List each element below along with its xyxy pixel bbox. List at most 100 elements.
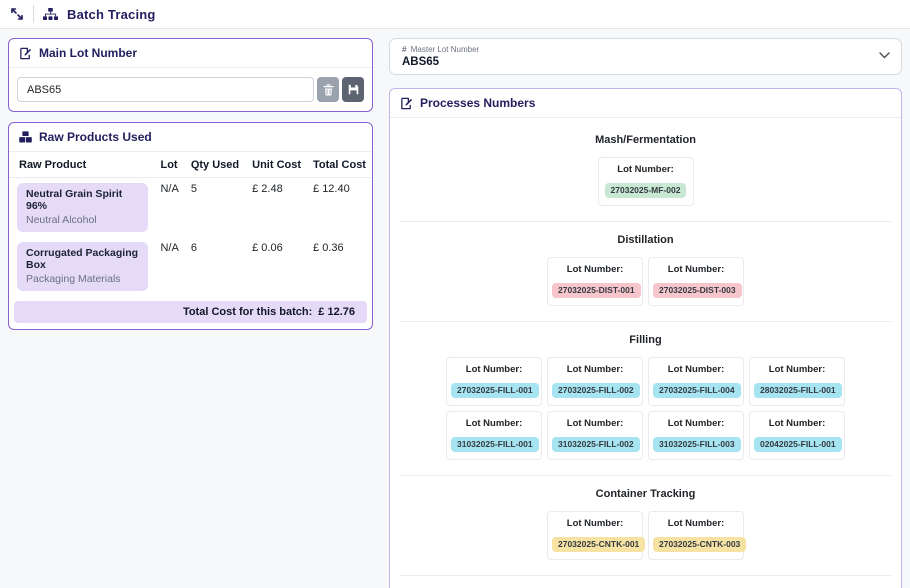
lot-box: Lot Number: 27032025-FILL-004	[648, 357, 744, 406]
lot-number-label: Lot Number:	[667, 418, 725, 429]
section-divider	[400, 575, 891, 576]
lot-box: Lot Number: 27032025-CNTK-003	[648, 511, 747, 560]
sitemap-icon	[43, 7, 58, 21]
cell-unit_cost: £ 2.48	[252, 183, 283, 195]
lot-chip: 27032025-DIST-003	[653, 283, 742, 298]
process-section-container-tracking: Container Tracking Lot Number: 27032025-CN…	[390, 476, 901, 575]
lot-number-label: Lot Number:	[768, 418, 826, 429]
lot-box: Lot Number: 31032025-FILL-001	[446, 411, 542, 460]
diagonal-arrows-icon[interactable]	[10, 7, 24, 21]
lot-number-label: Lot Number:	[566, 518, 624, 529]
lot-box: Lot Number: 31032025-FILL-002	[547, 411, 643, 460]
process-sections: Mash/Fermentation Lot Number: 27032025-MF-…	[390, 118, 901, 588]
lot-chip: 27032025-FILL-004	[653, 383, 741, 398]
cell-total_cost: £ 12.40	[313, 183, 350, 195]
lot-box: Lot Number: 27032025-CNTK-001	[547, 511, 646, 560]
save-lot-button[interactable]	[342, 77, 364, 102]
processes-title: Processes Numbers	[420, 96, 536, 110]
save-icon	[348, 84, 358, 95]
boxes-stacked-icon	[19, 131, 32, 143]
lot-chip: 02042025-FILL-001	[754, 437, 842, 452]
cell-unit_cost: £ 0.06	[252, 242, 283, 254]
section-divider	[400, 221, 891, 222]
lot-number-label: Lot Number:	[667, 264, 725, 275]
lot-chip: 31032025-FILL-003	[653, 437, 741, 452]
lot-chip: 31032025-FILL-001	[451, 437, 539, 452]
product-name: Corrugated Packaging Box	[26, 247, 139, 271]
raw-products-title: Raw Products Used	[39, 130, 152, 144]
cell-total_cost: £ 0.36	[313, 242, 344, 254]
processes-card: Processes Numbers Mash/Fermentation Lot N…	[389, 88, 902, 588]
cell-lot: N/A	[160, 242, 179, 254]
lot-box: Lot Number: 27032025-FILL-001	[446, 357, 542, 406]
lot-number-label: Lot Number:	[566, 364, 624, 375]
section-title: Distillation	[617, 234, 674, 246]
table-row: Neutral Grain Spirit 96% Neutral Alcohol N…	[9, 178, 372, 238]
column-header: Unit Cost	[246, 152, 308, 178]
lot-number-label: Lot Number:	[465, 364, 523, 375]
cell-qty: 5	[190, 183, 197, 195]
file-pen-icon	[401, 97, 413, 109]
delete-lot-button[interactable]	[317, 77, 339, 102]
lot-number-label: Lot Number:	[465, 418, 523, 429]
column-header: Lot	[154, 152, 185, 178]
column-header: Qty Used	[184, 152, 247, 178]
trash-icon	[323, 83, 333, 96]
lot-chip: 27032025-DIST-001	[552, 283, 641, 298]
chevron-down-icon	[879, 52, 890, 59]
product-chip: Neutral Grain Spirit 96% Neutral Alcohol	[17, 183, 149, 232]
product-name: Neutral Grain Spirit 96%	[26, 188, 123, 212]
main-lot-card: Main Lot Number	[8, 38, 373, 112]
topbar-divider	[33, 5, 34, 23]
lot-number-label: Lot Number:	[566, 418, 624, 429]
batch-total-label: Total Cost for this batch:	[182, 306, 313, 318]
cell-qty: 6	[190, 242, 197, 254]
batch-total-value: £ 12.76	[318, 306, 355, 318]
cell-lot: N/A	[160, 183, 179, 195]
product-category: Packaging Materials	[26, 273, 121, 285]
lot-chip: 31032025-FILL-002	[552, 437, 640, 452]
process-section-mash-fermentation: Mash/Fermentation Lot Number: 27032025-MF-…	[390, 122, 901, 221]
section-divider	[400, 475, 891, 476]
main-lot-title: Main Lot Number	[39, 46, 137, 60]
master-lot-select[interactable]: # Master Lot Number ABS65	[389, 38, 902, 75]
raw-products-table: Raw Product Lot Qty Used Unit Cost Total Cos…	[9, 152, 372, 296]
process-section-distillation: Distillation Lot Number: 27032025-DIST-001…	[390, 222, 901, 321]
lot-chip: 27032025-CNTK-003	[653, 537, 747, 552]
product-chip: Corrugated Packaging Box Packaging Materi…	[17, 242, 149, 291]
product-category: Neutral Alcohol	[26, 214, 97, 226]
lot-chip: 27032025-CNTK-001	[552, 537, 646, 552]
section-divider	[400, 321, 891, 322]
lot-chip: 27032025-FILL-001	[451, 383, 539, 398]
process-section-filling: Filling Lot Number: 27032025-FILL-001 Lot N…	[390, 322, 901, 475]
raw-products-card: Raw Products Used Raw Product Lot Qty Used…	[8, 122, 373, 330]
raw-products-body: Neutral Grain Spirit 96% Neutral Alcohol N…	[9, 178, 372, 297]
lot-number-label: Lot Number:	[667, 518, 725, 529]
column-header: Total Cost	[307, 152, 372, 178]
section-title: Filling	[629, 334, 662, 346]
page-title: Batch Tracing	[67, 6, 156, 22]
file-pen-icon	[20, 47, 32, 59]
column-header: Raw Product	[9, 152, 155, 178]
section-title: Mash/Fermentation	[595, 134, 696, 146]
lot-number-label: Lot Number:	[566, 264, 624, 275]
main-lot-input[interactable]	[17, 77, 314, 102]
lot-box: Lot Number: 27032025-MF-002	[597, 157, 694, 206]
section-title: Container Tracking	[595, 488, 696, 500]
lot-box: Lot Number: 27032025-FILL-002	[547, 357, 643, 406]
lot-number-label: Lot Number:	[768, 364, 826, 375]
batch-total-band: Total Cost for this batch: £ 12.76	[14, 301, 367, 323]
lot-number-label: Lot Number:	[667, 364, 725, 375]
lot-box: Lot Number: 31032025-FILL-003	[648, 411, 744, 460]
lot-box: Lot Number: 27032025-DIST-003	[648, 257, 744, 306]
master-lot-value: ABS65	[402, 56, 440, 68]
raw-products-header-row: Raw Product Lot Qty Used Unit Cost Total Cos…	[9, 152, 372, 178]
lot-chip: 27032025-FILL-002	[552, 383, 640, 398]
lot-number-label: Lot Number:	[617, 164, 674, 175]
lot-box: Lot Number: 02042025-FILL-001	[749, 411, 845, 460]
lot-chip: 28032025-FILL-001	[754, 383, 842, 398]
table-row: Corrugated Packaging Box Packaging Materi…	[9, 237, 372, 296]
master-lot-label: Master Lot Number	[410, 44, 480, 54]
lot-box: Lot Number: 27032025-DIST-001	[547, 257, 643, 306]
